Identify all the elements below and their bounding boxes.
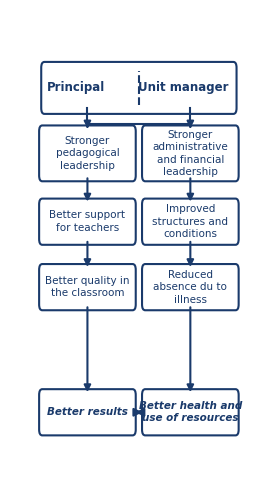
FancyBboxPatch shape <box>142 126 239 182</box>
Text: Unit manager: Unit manager <box>138 82 228 94</box>
Text: Better quality in
the classroom: Better quality in the classroom <box>45 276 130 298</box>
FancyBboxPatch shape <box>39 126 136 182</box>
FancyBboxPatch shape <box>39 389 136 436</box>
Text: Stronger
pedagogical
leadership: Stronger pedagogical leadership <box>56 136 119 171</box>
Text: Better support
for teachers: Better support for teachers <box>49 210 125 233</box>
Text: Stronger
administrative
and financial
leadership: Stronger administrative and financial le… <box>153 130 228 177</box>
Text: Better results: Better results <box>47 408 128 418</box>
FancyBboxPatch shape <box>41 62 237 114</box>
Text: Improved
structures and
conditions: Improved structures and conditions <box>152 204 228 239</box>
FancyBboxPatch shape <box>142 264 239 310</box>
FancyBboxPatch shape <box>39 264 136 310</box>
FancyBboxPatch shape <box>142 389 239 436</box>
Text: Reduced
absence du to
illness: Reduced absence du to illness <box>153 270 227 304</box>
Text: Better health and
use of resources: Better health and use of resources <box>139 401 242 423</box>
FancyBboxPatch shape <box>39 198 136 245</box>
FancyBboxPatch shape <box>142 198 239 245</box>
Text: Principal: Principal <box>47 82 105 94</box>
